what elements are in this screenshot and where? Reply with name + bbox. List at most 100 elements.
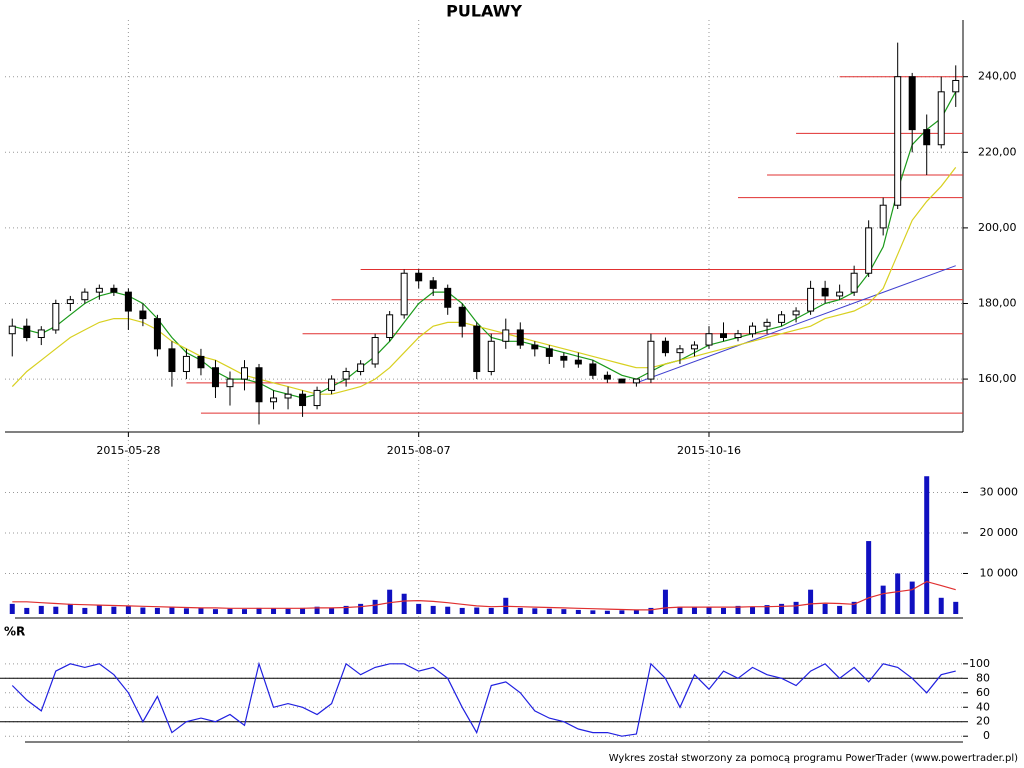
candle-body [778,314,786,323]
candle-body [23,325,31,339]
volume-bar [9,603,15,614]
volume-bar [125,605,131,614]
candle-body [429,280,437,289]
y-tick-label: 220,00 [978,145,1017,158]
trend-line [636,265,956,384]
volume-bar [619,610,625,614]
candle-body [182,355,190,373]
candle-body [589,363,597,376]
volume-bar [488,607,494,614]
volume-bar [604,610,610,614]
candle-body [807,287,815,312]
candle-body [908,76,916,131]
volume-bar [706,606,712,614]
volume-bar [735,605,741,614]
candle-body [937,91,945,146]
volume-bar [96,605,102,614]
candle-body [502,329,510,342]
line-series [12,580,956,611]
volume-bar [242,609,247,614]
volume-bar [793,601,799,614]
volume-bar [416,603,422,614]
candle-body [603,374,611,380]
volume-bar [764,605,770,614]
volume-bar [866,541,872,614]
volume-bar [24,607,30,614]
volume-bar [561,609,567,614]
volume-bar [401,593,407,614]
candle-body [124,291,132,312]
volume-bar [750,606,756,614]
volume-bar [430,605,436,614]
candle-body [458,306,466,327]
volume-bar [822,603,828,614]
y-tick-label: 160,00 [978,372,1017,385]
volume-bar [677,606,683,614]
candle-body [545,348,553,357]
volume-bar [880,585,886,614]
candle-body [690,344,698,350]
y-tick-label: 10 000 [980,566,1019,579]
volume-bar [387,589,393,614]
candle-body [110,287,118,293]
volume-bar [140,607,146,614]
volume-bar [648,607,654,614]
volume-bar [445,606,451,614]
x-tick-label: 2015-08-07 [387,444,451,457]
volume-bar [909,581,915,614]
candle-body [52,302,60,331]
candle-body [241,367,248,380]
volume-bar [808,589,814,614]
candle-body [153,318,161,350]
volume-bar [924,476,930,614]
candle-body [952,79,960,93]
y-tick-label: 30 000 [980,485,1019,498]
volume-bar [82,607,88,614]
volume-bar [227,608,233,614]
candle-body [37,329,45,339]
volume-bar [938,597,944,614]
candle-body [313,389,321,407]
candle-body [516,329,524,346]
candle-body [792,310,800,316]
volume-bar [343,605,349,614]
volume-bar [183,608,189,614]
candle-body [81,291,89,301]
candle-body [720,333,727,339]
footer-note: Wykres został stworzony za pomocą progra… [609,753,1018,764]
candle-body [865,227,873,274]
candle-body [328,378,336,391]
volume-bar [256,607,262,614]
volume-bar [953,601,959,614]
candle-body [211,367,219,388]
candle-body [226,378,234,388]
volume-bar [169,606,175,614]
candle-body [923,129,931,146]
candle-body [139,310,147,320]
candle-body [647,340,655,380]
line-series [12,91,957,399]
volume-bar [372,599,378,614]
candle-body [66,299,74,304]
volume-bar [111,606,117,614]
volume-bar [721,607,726,614]
volume-bar [575,609,581,614]
volume-bar [474,607,480,614]
candle-body [342,371,350,380]
y-tick-label: 100 [969,657,990,670]
volume-bar [895,573,901,614]
volume-bar [517,607,523,614]
candle-body [168,348,176,373]
candle-body [371,337,379,365]
volume-bar [837,605,843,614]
y-tick-label: 200,00 [978,221,1017,234]
volume-bar [154,607,160,614]
candle-body [8,325,16,335]
candle-body [850,272,858,293]
candle-body [487,340,495,373]
volume-bar [329,607,335,614]
candle-body [197,355,205,369]
y-tick-label: 0 [983,729,990,742]
candle-body [357,363,365,373]
volume-bar [38,605,44,614]
